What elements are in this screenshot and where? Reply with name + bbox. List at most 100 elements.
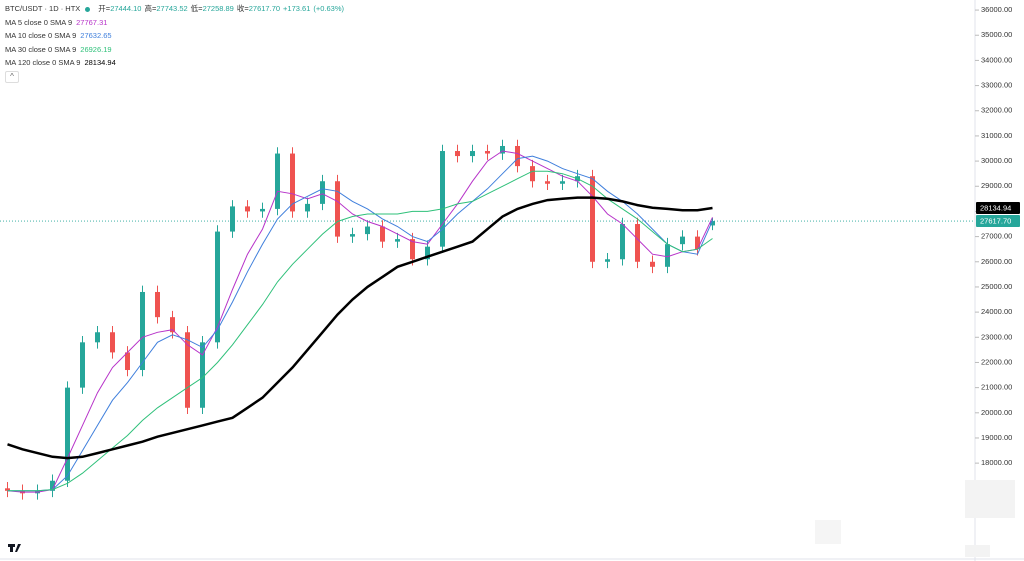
ohlc-value: 27444.10 xyxy=(110,4,142,13)
y-tick-label: 25000.00 xyxy=(981,282,1012,291)
candle-body xyxy=(230,206,235,232)
candle-body xyxy=(515,145,520,167)
candle-body xyxy=(680,236,685,245)
ohlc-label: 开= xyxy=(98,4,111,13)
ohlc-value: 27258.89 xyxy=(202,4,234,13)
candle-body xyxy=(140,291,145,371)
logo[interactable] xyxy=(8,544,21,552)
ma-list: MA 5 close 0 SMA 9 27767.31 MA 10 close 0 … xyxy=(5,16,347,70)
y-tick-label: 33000.00 xyxy=(981,81,1012,90)
candle-body xyxy=(200,342,205,408)
candle-body xyxy=(560,181,565,184)
candle-body xyxy=(245,206,250,212)
y-tick-label: 26000.00 xyxy=(981,257,1012,266)
ma-name: MA 30 close 0 SMA 9 xyxy=(5,44,77,54)
candle-body xyxy=(440,151,445,247)
y-tick-label: 19000.00 xyxy=(981,433,1012,442)
last-price-label-bg xyxy=(976,215,1020,228)
candle-body xyxy=(695,236,700,250)
candle-body xyxy=(620,224,625,260)
candle-body xyxy=(185,332,190,408)
candle-body xyxy=(5,488,10,491)
ma-value: 27767.31 xyxy=(76,17,108,27)
candle-body xyxy=(275,153,280,209)
ma-value: 28134.94 xyxy=(84,58,116,67)
ma-value: 27632.65 xyxy=(80,31,112,40)
candle-body xyxy=(665,244,670,267)
change: +173.61 xyxy=(283,4,311,13)
ma-legend-row[interactable]: MA 30 close 0 SMA 9 26926.19 xyxy=(5,43,347,57)
ohlc-label: 收= xyxy=(236,4,249,13)
y-tick-label: 23000.00 xyxy=(981,332,1012,341)
candle-body xyxy=(410,239,415,260)
candle-body xyxy=(335,181,340,237)
ma-legend-row[interactable]: MA 120 close 0 SMA 9 28134.94 xyxy=(5,56,347,70)
change-pct: (+0.63%) xyxy=(313,4,345,13)
candle-body xyxy=(635,224,640,262)
ma-line xyxy=(7,196,713,460)
ma-value: 26926.19 xyxy=(80,44,112,54)
y-tick-label: 32000.00 xyxy=(981,106,1012,115)
candle-body xyxy=(65,387,70,481)
candle-body xyxy=(80,342,85,388)
y-tick-label: 34000.00 xyxy=(981,55,1012,64)
candle-body xyxy=(305,203,310,212)
ohlc-label: 高= xyxy=(144,4,157,13)
candle-body xyxy=(260,208,265,212)
candle-body xyxy=(350,234,355,237)
y-tick-label: 20000.00 xyxy=(981,408,1012,417)
candle-body xyxy=(470,151,475,157)
watermark-blur xyxy=(815,520,841,544)
ohlc-label: 低= xyxy=(190,4,203,13)
candle-body xyxy=(605,259,610,262)
candle-body xyxy=(290,153,295,212)
candle-body xyxy=(455,151,460,157)
y-tick-label: 21000.00 xyxy=(981,383,1012,392)
y-tick-label: 24000.00 xyxy=(981,307,1012,316)
ma-legend-row[interactable]: MA 10 close 0 SMA 9 27632.65 xyxy=(5,29,347,43)
candle-body xyxy=(530,166,535,182)
y-tick-label: 30000.00 xyxy=(981,156,1012,165)
candle-body xyxy=(365,226,370,235)
candle-body xyxy=(170,317,175,333)
legend-panel: BTC/USDT · 1D · HTX 开=27444.10 高=27743.52 低… xyxy=(5,2,347,83)
y-tick-label: 35000.00 xyxy=(981,30,1012,39)
candle-body xyxy=(425,246,430,260)
y-tick-label: 36000.00 xyxy=(981,5,1012,14)
ma-name: MA 10 close 0 SMA 9 xyxy=(5,31,77,40)
candle-body xyxy=(155,291,160,318)
ma-line xyxy=(7,170,713,492)
ma-line xyxy=(7,150,713,493)
candle-body xyxy=(215,231,220,343)
ma-legend-row[interactable]: MA 5 close 0 SMA 9 27767.31 xyxy=(5,16,347,30)
symbol-title[interactable]: BTC/USDT · 1D · HTX xyxy=(5,4,81,13)
candle-body xyxy=(110,332,115,353)
ma-line xyxy=(7,155,713,492)
ma-name: MA 120 close 0 SMA 9 xyxy=(5,58,81,67)
y-tick-label: 29000.00 xyxy=(981,181,1012,190)
ohlc-value: 27617.70 xyxy=(248,4,281,13)
y-tick-label: 22000.00 xyxy=(981,357,1012,366)
candle-body xyxy=(50,480,55,491)
status-dot xyxy=(85,6,91,12)
candle-body xyxy=(485,151,490,154)
candle-body xyxy=(125,352,130,371)
candle-body xyxy=(590,176,595,262)
last-price-label: 27617.70 xyxy=(980,217,1011,226)
ohlc: 开=27444.10 高=27743.52 低=27258.89 收=27617.70… xyxy=(98,4,347,13)
y-tick-label: 18000.00 xyxy=(981,458,1012,467)
candle-body xyxy=(650,261,655,267)
collapse-button[interactable]: ^ xyxy=(5,70,19,83)
ma-price-label-bg xyxy=(976,202,1020,215)
candle-body xyxy=(320,181,325,204)
watermark-blur xyxy=(965,545,990,557)
candle-body xyxy=(545,181,550,184)
candle-body xyxy=(500,145,505,154)
y-tick-label: 31000.00 xyxy=(981,131,1012,140)
y-tick-label: 27000.00 xyxy=(981,232,1012,241)
watermark-blur xyxy=(965,480,1015,518)
symbol-row: BTC/USDT · 1D · HTX 开=27444.10 高=27743.52 低… xyxy=(5,2,347,16)
candle-body xyxy=(710,221,715,226)
